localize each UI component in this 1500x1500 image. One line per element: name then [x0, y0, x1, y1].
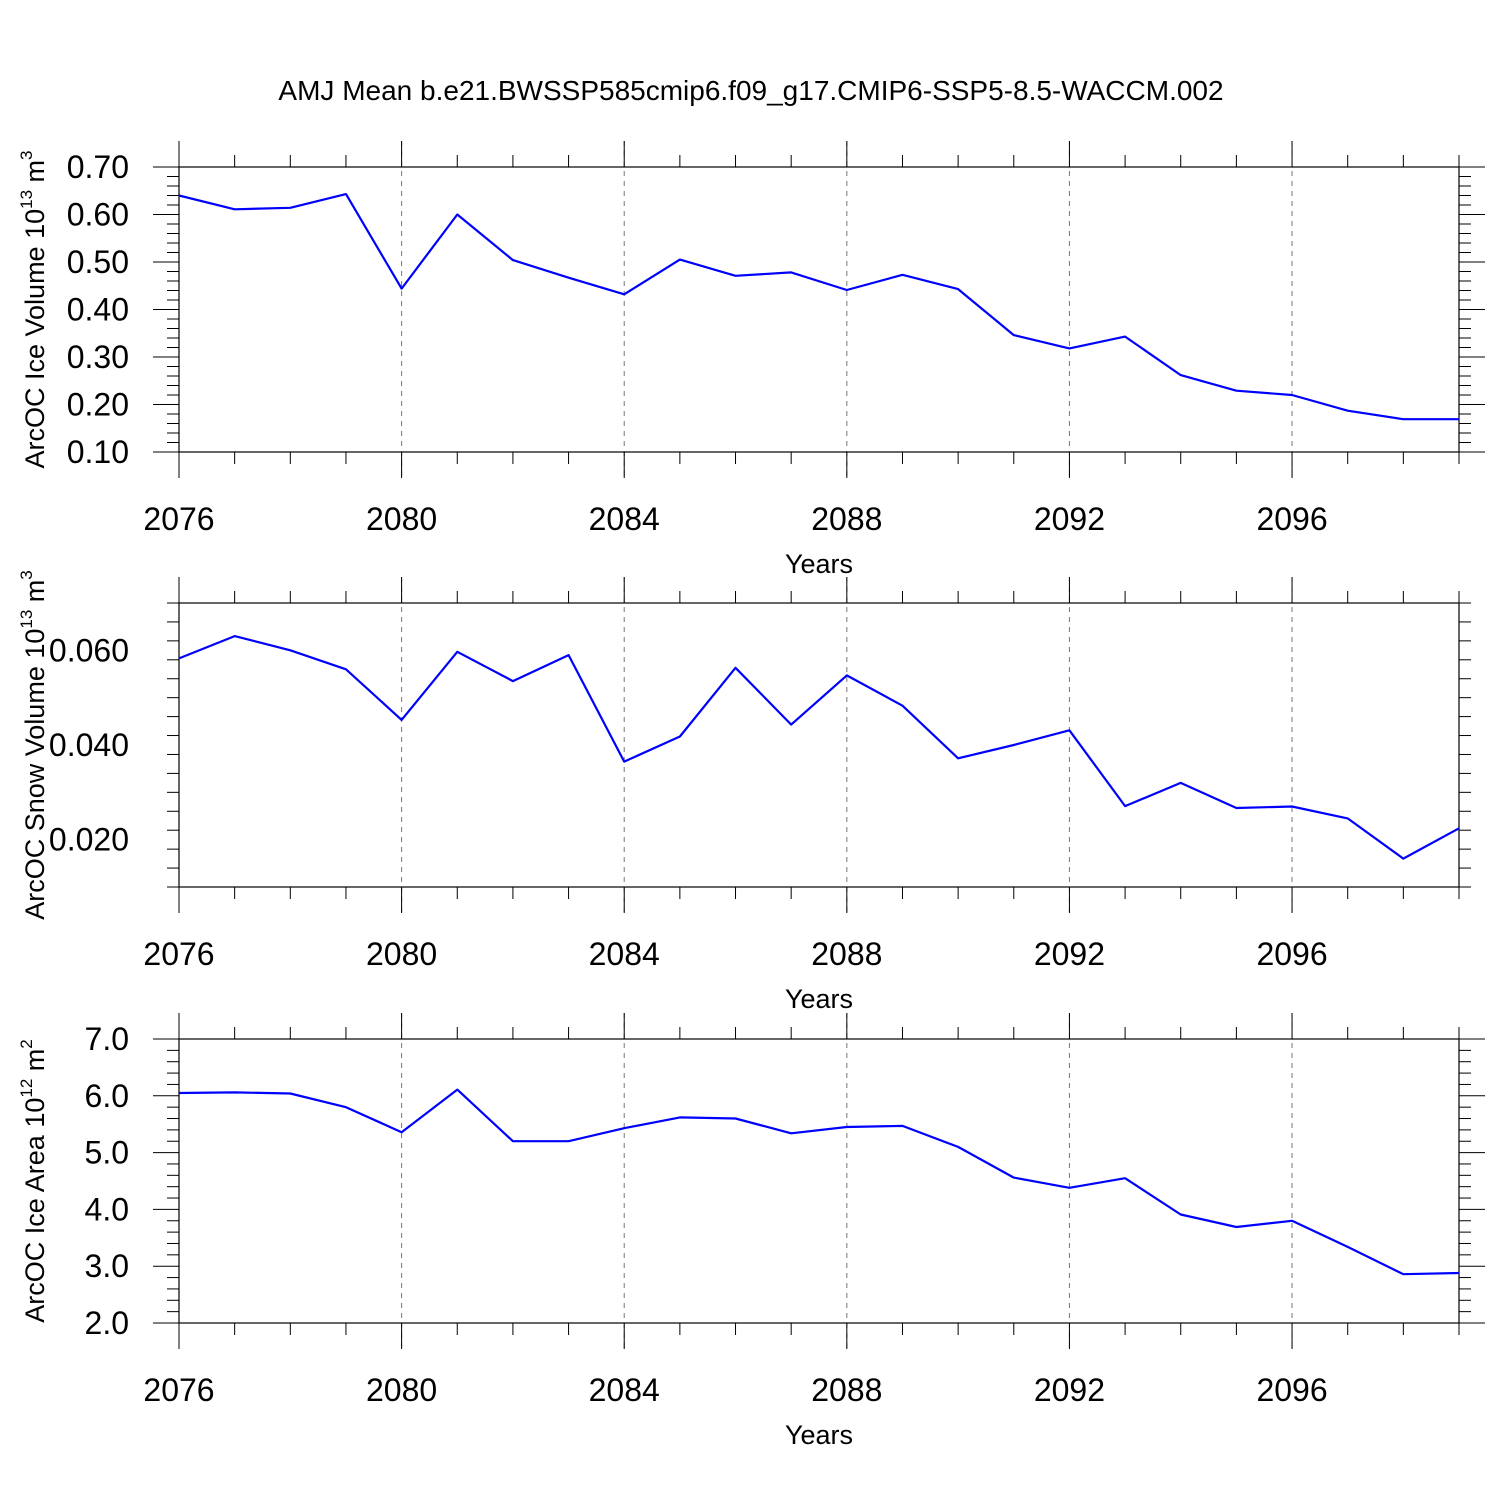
y-tick-label: 7.0 [85, 1021, 129, 1057]
x-tick-label: 2076 [143, 501, 214, 537]
x-tick-label: 2088 [811, 936, 882, 972]
y-axis-label: ArcOC Ice Volume 1013 m3 [17, 150, 50, 468]
plot-frame [178, 166, 1460, 453]
y-tick-label: 0.020 [49, 822, 129, 858]
plot-frame [178, 602, 1460, 888]
series-line [178, 634, 1460, 860]
panel-2: 0.020 0.040 0.060 2076 2080 2084 2088 2092 2096 Y… [17, 570, 1471, 1014]
x-tick-label: 2088 [811, 1372, 882, 1408]
x-tick-label: 2080 [366, 501, 437, 537]
y-tick-label: 0.060 [49, 632, 129, 668]
y-tick-label: 0.30 [67, 339, 129, 375]
y-tick-label: 5.0 [85, 1135, 129, 1171]
x-tick-label: 2080 [366, 1372, 437, 1408]
panel-3: 2.0 3.0 4.0 5.0 6.0 7.0 2076 2080 2084 2088 2092 20… [17, 1013, 1485, 1450]
x-tick-label: 2096 [1256, 936, 1327, 972]
series-line [178, 1088, 1460, 1276]
panels: 0.10 0.20 0.30 0.40 0.50 0.60 0.70 2076 2080 2084… [17, 141, 1485, 1450]
x-tick-label: 2080 [366, 936, 437, 972]
chart-title: AMJ Mean b.e21.BWSSP585cmip6.f09_g17.CMI… [278, 75, 1223, 106]
x-axis-label: Years [785, 549, 853, 579]
x-tick-label: 2084 [589, 501, 660, 537]
x-tick-label: 2092 [1034, 501, 1105, 537]
y-tick-label: 0.10 [67, 434, 129, 470]
y-tick-label: 0.60 [67, 197, 129, 233]
x-tick-label: 2092 [1034, 936, 1105, 972]
x-axis-label: Years [785, 1420, 853, 1450]
y-tick-label: 4.0 [85, 1191, 129, 1227]
y-axis-label: ArcOC Snow Volume 1013 m3 [17, 570, 50, 920]
x-tick-label: 2076 [143, 1372, 214, 1408]
x-tick-label: 2088 [811, 501, 882, 537]
x-tick-label: 2096 [1256, 1372, 1327, 1408]
x-tick-label: 2092 [1034, 1372, 1105, 1408]
x-axis-label: Years [785, 984, 853, 1014]
y-tick-label: 0.20 [67, 387, 129, 423]
y-axis-label: ArcOC Ice Area 1012 m2 [17, 1039, 50, 1323]
y-tick-label: 0.70 [67, 149, 129, 185]
x-tick-label: 2084 [589, 936, 660, 972]
x-tick-label: 2084 [589, 1372, 660, 1408]
plot-frame [178, 1038, 1460, 1324]
y-tick-label: 0.50 [67, 244, 129, 280]
y-tick-label: 0.40 [67, 292, 129, 328]
series-line [178, 193, 1459, 421]
x-tick-label: 2076 [143, 936, 214, 972]
y-tick-label: 3.0 [85, 1248, 129, 1284]
panel-1: 0.10 0.20 0.30 0.40 0.50 0.60 0.70 2076 2080 2084… [17, 141, 1485, 579]
y-tick-label: 2.0 [85, 1305, 129, 1341]
x-tick-label: 2096 [1256, 501, 1327, 537]
y-tick-label: 0.040 [49, 727, 129, 763]
y-tick-label: 6.0 [85, 1078, 129, 1114]
